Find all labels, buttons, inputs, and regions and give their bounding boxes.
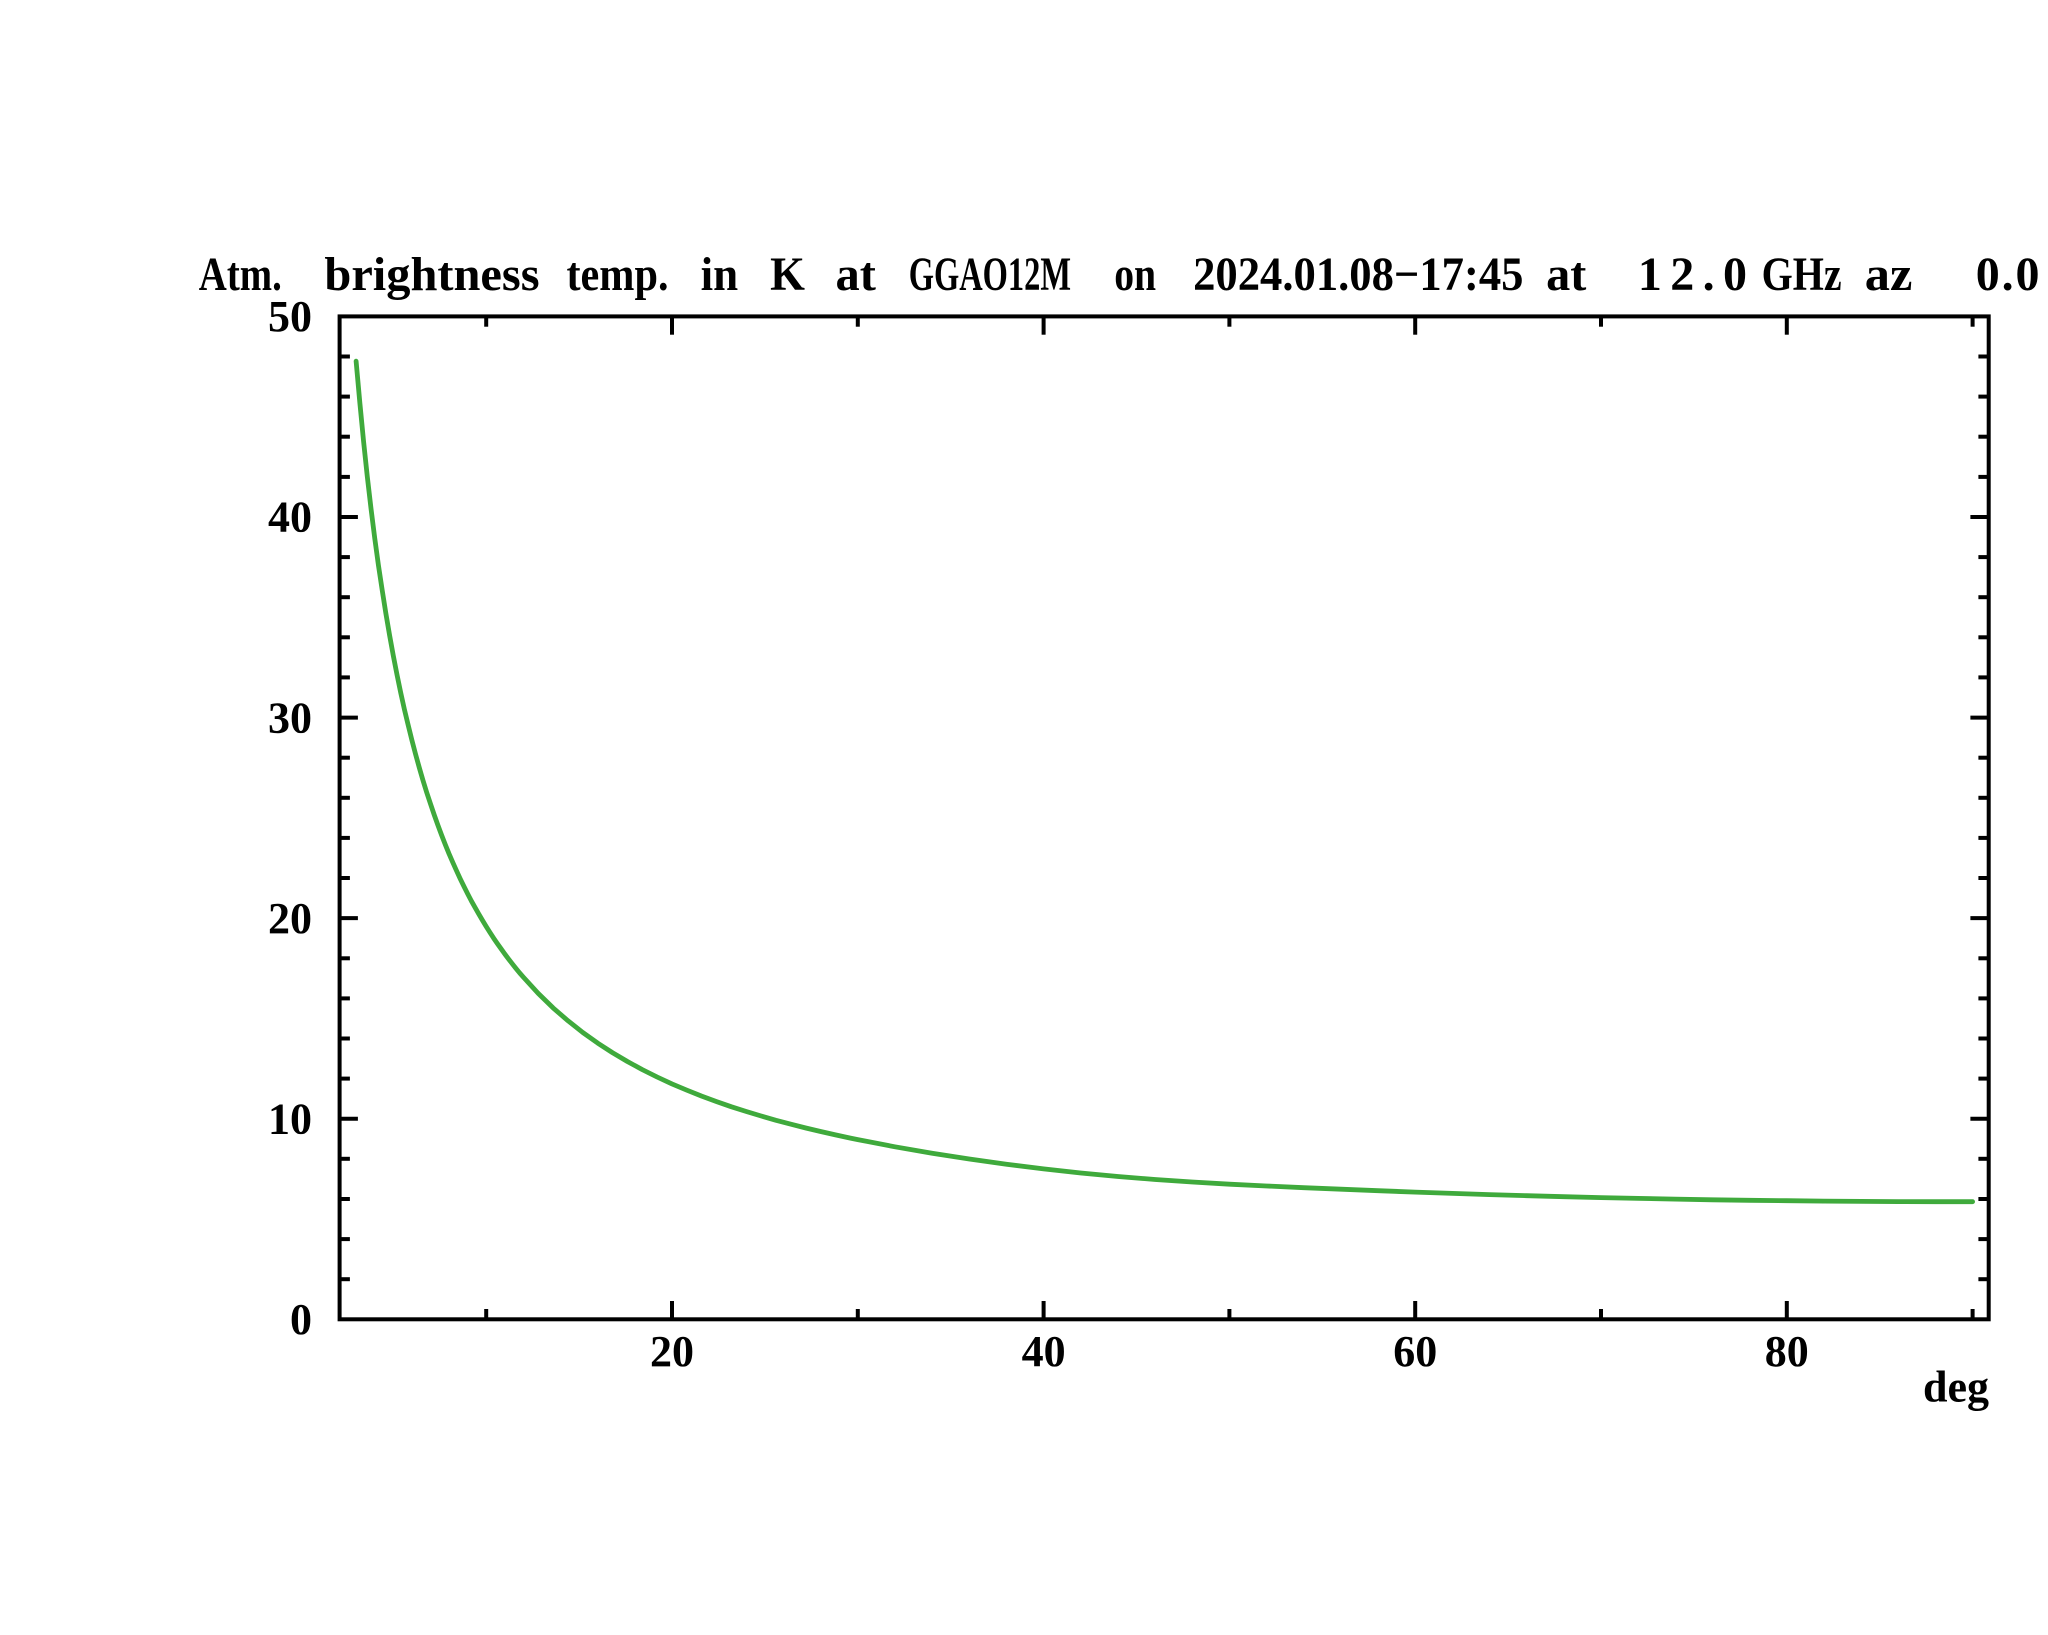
svg-text:10: 10 (268, 1094, 312, 1143)
svg-text:deg: deg (1923, 1363, 1989, 1412)
svg-text:at: at (836, 248, 876, 301)
svg-text:20: 20 (268, 894, 312, 943)
svg-text:temp.: temp. (567, 248, 669, 301)
svg-text:30: 30 (268, 693, 312, 742)
svg-text:in: in (701, 248, 739, 301)
svg-text:0.0: 0.0 (1976, 248, 2040, 301)
svg-text:80: 80 (1765, 1327, 1809, 1376)
svg-text:K: K (770, 248, 805, 301)
svg-text:12.0: 12.0 (1638, 248, 1747, 301)
svg-text:60: 60 (1393, 1327, 1437, 1376)
svg-text:GHz: GHz (1762, 248, 1842, 301)
svg-text:az: az (1865, 248, 1913, 301)
svg-text:brightness: brightness (324, 248, 539, 301)
svg-text:2024.01.08−17:45: 2024.01.08−17:45 (1193, 248, 1523, 301)
svg-text:at: at (1546, 248, 1586, 301)
svg-text:20: 20 (650, 1327, 694, 1376)
svg-text:Atm.: Atm. (199, 248, 282, 301)
svg-text:50: 50 (268, 292, 312, 341)
svg-text:on: on (1114, 248, 1156, 301)
svg-text:40: 40 (1022, 1327, 1066, 1376)
svg-text:40: 40 (268, 493, 312, 542)
svg-text:GGAO12M: GGAO12M (909, 248, 1071, 301)
svg-text:0: 0 (290, 1295, 312, 1344)
